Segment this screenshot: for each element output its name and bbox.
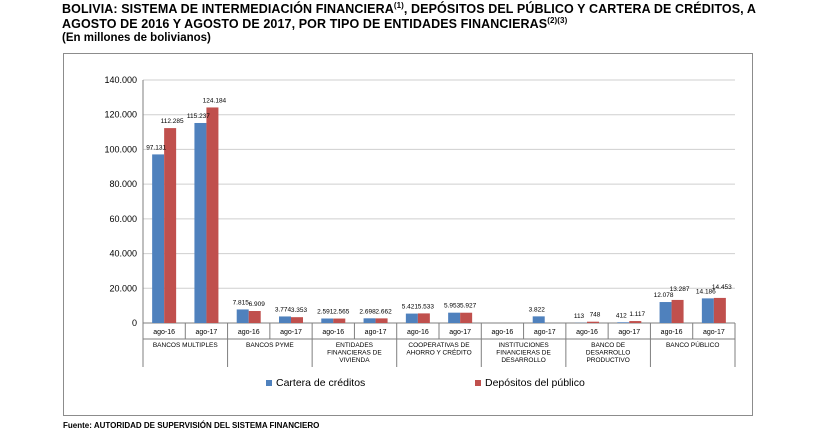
bar-depositos <box>629 321 642 323</box>
data-label-cartera: 2.698 <box>359 308 376 315</box>
data-label-cartera: 14.186 <box>696 288 716 295</box>
data-label-cartera: 113 <box>574 313 585 320</box>
bar-cartera <box>236 309 249 323</box>
chart-title: BOLIVIA: SISTEMA DE INTERMEDIACIÓN FINAN… <box>62 0 802 32</box>
y-tick-label: 120.000 <box>104 110 137 120</box>
group-label: BANCOS PYME <box>246 342 294 349</box>
bar-cartera <box>617 322 630 323</box>
group-label: AHORRO Y CRÉDITO <box>406 348 471 357</box>
title-line-2: AGOSTO DE 2016 Y AGOSTO DE 2017, POR TIP… <box>62 17 548 31</box>
bar-cartera <box>194 122 207 323</box>
x-tick-label: ago-16 <box>238 329 260 336</box>
bar-cartera <box>532 316 545 323</box>
data-label-depositos: 14.453 <box>712 284 732 291</box>
group-label: BANCO DE <box>591 342 626 349</box>
data-label-depositos: 2.565 <box>333 309 350 316</box>
data-label-depositos: 3.353 <box>291 307 308 314</box>
bar-cartera <box>659 302 672 323</box>
y-tick-label: 80.000 <box>109 179 137 189</box>
x-tick-label: ago-17 <box>534 329 556 336</box>
data-label-cartera: 5.421 <box>402 304 419 311</box>
bar-cartera <box>363 318 376 323</box>
x-tick-label: ago-16 <box>407 329 429 336</box>
data-label-cartera: 3.822 <box>529 306 546 313</box>
group-label: COOPERATIVAS DE <box>408 342 470 349</box>
y-tick-label: 40.000 <box>109 249 137 259</box>
x-tick-label: ago-16 <box>492 329 514 336</box>
y-tick-label: 0 <box>132 318 137 328</box>
legend-swatch-depositos <box>475 380 481 386</box>
group-label: PRODUCTIVO <box>586 357 629 364</box>
data-label-cartera: 5.953 <box>444 303 461 310</box>
title-line-1b: , DEPÓSITOS DEL PÚBLICO Y CARTERA DE CRÉ… <box>403 2 756 16</box>
data-label-cartera: 412 <box>616 312 627 319</box>
bar-depositos <box>713 297 726 323</box>
bar-cartera <box>279 316 291 323</box>
data-label-cartera: 97.131 <box>146 144 166 151</box>
group-label: BANCO PÚBLICO <box>666 340 719 349</box>
bar-depositos <box>206 107 219 323</box>
x-tick-label: ago-16 <box>661 329 683 336</box>
x-tick-label: ago-16 <box>153 329 175 336</box>
title-footnote-1: (1) <box>393 0 404 10</box>
bar-depositos <box>291 317 303 323</box>
legend-label-cartera: Cartera de créditos <box>276 377 365 389</box>
title-line-1: BOLIVIA: SISTEMA DE INTERMEDIACIÓN FINAN… <box>62 2 394 16</box>
x-tick-label: ago-16 <box>322 329 344 336</box>
data-label-cartera: 12.078 <box>654 292 674 299</box>
group-label: DESARROLLO <box>586 350 630 357</box>
data-label-cartera: 115.237 <box>187 113 210 120</box>
x-tick-label: ago-17 <box>618 329 640 336</box>
x-tick-label: ago-17 <box>280 329 302 336</box>
bar-depositos <box>333 318 346 323</box>
chart-frame <box>63 53 753 416</box>
x-tick-label: ago-17 <box>703 329 725 336</box>
legend-label-depositos: Depósitos del público <box>485 377 585 389</box>
x-tick-label: ago-17 <box>449 329 471 336</box>
data-label-depositos: 5.927 <box>460 303 477 310</box>
y-tick-label: 140.000 <box>104 75 137 85</box>
data-label-depositos: 13.287 <box>670 286 690 293</box>
group-label: ENTIDADES <box>336 342 374 349</box>
bar-cartera <box>448 312 461 323</box>
data-label-depositos: 748 <box>590 312 601 319</box>
data-label-cartera: 7.815 <box>233 299 250 306</box>
data-label-cartera: 3.774 <box>275 306 292 313</box>
data-label-depositos: 124.184 <box>203 97 227 104</box>
data-label-cartera: 2.591 <box>317 309 334 316</box>
group-label: FINANCIERAS DE <box>496 350 551 357</box>
bar-depositos <box>375 318 388 323</box>
legend-swatch-cartera <box>266 380 272 386</box>
source-note: Fuente: AUTORIDAD DE SUPERVISIÓN DEL SIS… <box>63 421 320 430</box>
x-tick-label: ago-17 <box>365 329 387 336</box>
group-label: DESARROLLO <box>501 357 545 364</box>
title-footnote-2: (2)(3) <box>547 15 568 25</box>
y-tick-label: 100.000 <box>104 144 137 154</box>
x-tick-label: ago-16 <box>576 329 598 336</box>
bar-depositos <box>417 313 430 323</box>
data-label-depositos: 1.117 <box>629 311 645 318</box>
data-label-depositos: 5.533 <box>418 303 435 310</box>
bar-cartera <box>321 318 334 323</box>
group-label: FINANCIERAS DE <box>327 350 382 357</box>
y-tick-label: 60.000 <box>109 214 137 224</box>
group-label: INSTITUCIONES <box>498 342 549 349</box>
data-label-depositos: 2.662 <box>375 308 392 315</box>
group-label: VIVIENDA <box>339 357 370 364</box>
data-label-depositos: 6.909 <box>249 301 266 308</box>
bar-depositos <box>248 311 261 323</box>
y-tick-label: 20.000 <box>109 283 137 293</box>
bar-depositos <box>164 128 177 323</box>
bar-cartera <box>152 154 165 323</box>
data-label-depositos: 112.285 <box>161 118 184 125</box>
bar-depositos <box>587 321 599 323</box>
bar-cartera <box>701 298 714 323</box>
chart-subtitle: (En millones de bolivianos) <box>62 32 211 44</box>
bar-depositos <box>671 299 684 323</box>
x-tick-label: ago-17 <box>196 329 218 336</box>
group-label: BANCOS MULTIPLES <box>153 342 219 349</box>
bar-cartera <box>405 313 418 323</box>
bar-depositos <box>460 312 473 323</box>
